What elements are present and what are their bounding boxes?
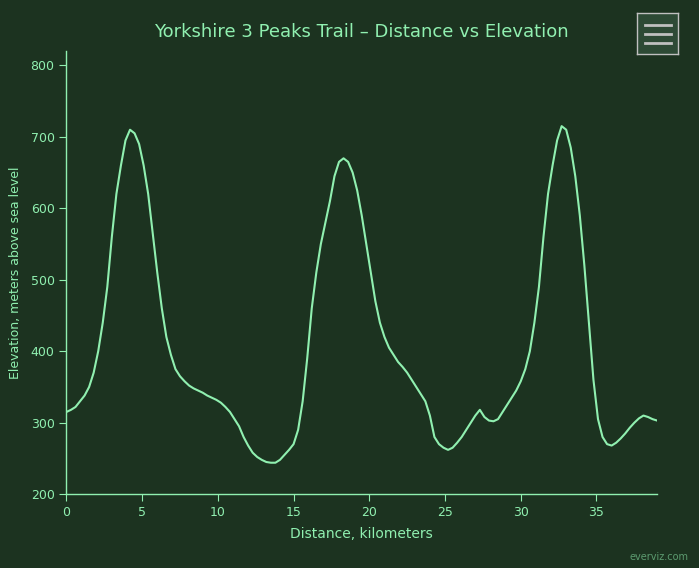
Title: Yorkshire 3 Peaks Trail – Distance vs Elevation: Yorkshire 3 Peaks Trail – Distance vs El… <box>154 23 569 41</box>
X-axis label: Distance, kilometers: Distance, kilometers <box>290 527 433 541</box>
Text: everviz.com: everviz.com <box>630 552 689 562</box>
Y-axis label: Elevation, meters above sea level: Elevation, meters above sea level <box>9 166 22 379</box>
